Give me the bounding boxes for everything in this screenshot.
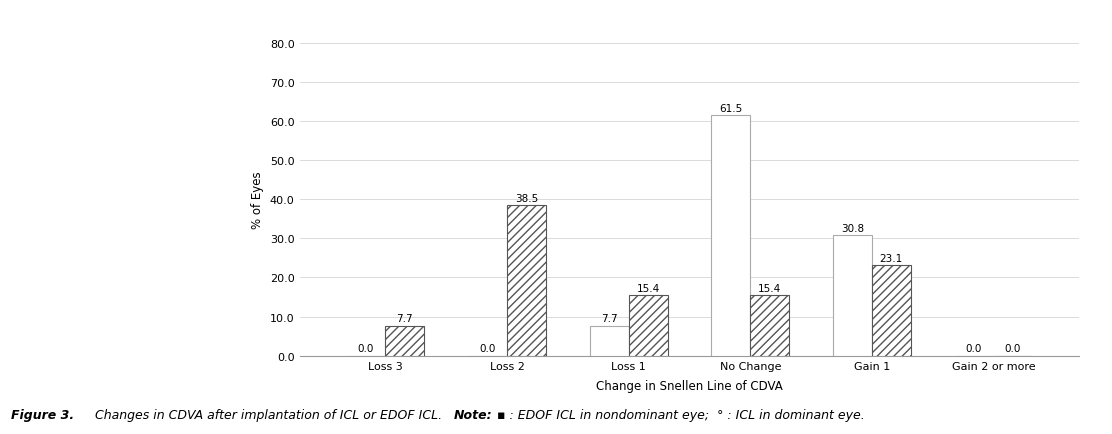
Bar	[628, 296, 667, 356]
Y-axis label: % of Eyes: % of Eyes	[251, 171, 265, 228]
Text: 38.5: 38.5	[515, 193, 538, 203]
Text: Note:: Note:	[454, 408, 493, 421]
Bar	[712, 116, 751, 356]
Text: Changes in CDVA after implantation of ICL or EDOF ICL.: Changes in CDVA after implantation of IC…	[91, 408, 446, 421]
Text: 0.0: 0.0	[1005, 344, 1021, 354]
Text: Figure 3.: Figure 3.	[11, 408, 75, 421]
Text: 7.7: 7.7	[397, 313, 414, 323]
Bar	[751, 296, 790, 356]
Text: 61.5: 61.5	[719, 103, 743, 113]
Text: 23.1: 23.1	[880, 253, 903, 263]
X-axis label: Change in Snellen Line of CDVA: Change in Snellen Line of CDVA	[596, 379, 783, 392]
Bar	[833, 236, 872, 356]
Text: 30.8: 30.8	[841, 223, 864, 233]
Bar	[872, 266, 911, 356]
Text: 0.0: 0.0	[479, 344, 496, 354]
Text: 15.4: 15.4	[758, 283, 782, 293]
Bar	[386, 326, 425, 356]
Bar	[589, 326, 628, 356]
Text: 0.0: 0.0	[358, 344, 374, 354]
Text: 7.7: 7.7	[600, 313, 617, 323]
Bar	[507, 206, 546, 356]
Text: ▪ : EDOF ICL in nondominant eye;  ° : ICL in dominant eye.: ▪ : EDOF ICL in nondominant eye; ° : ICL…	[493, 408, 864, 421]
Text: 0.0: 0.0	[966, 344, 982, 354]
Text: 15.4: 15.4	[636, 283, 659, 293]
